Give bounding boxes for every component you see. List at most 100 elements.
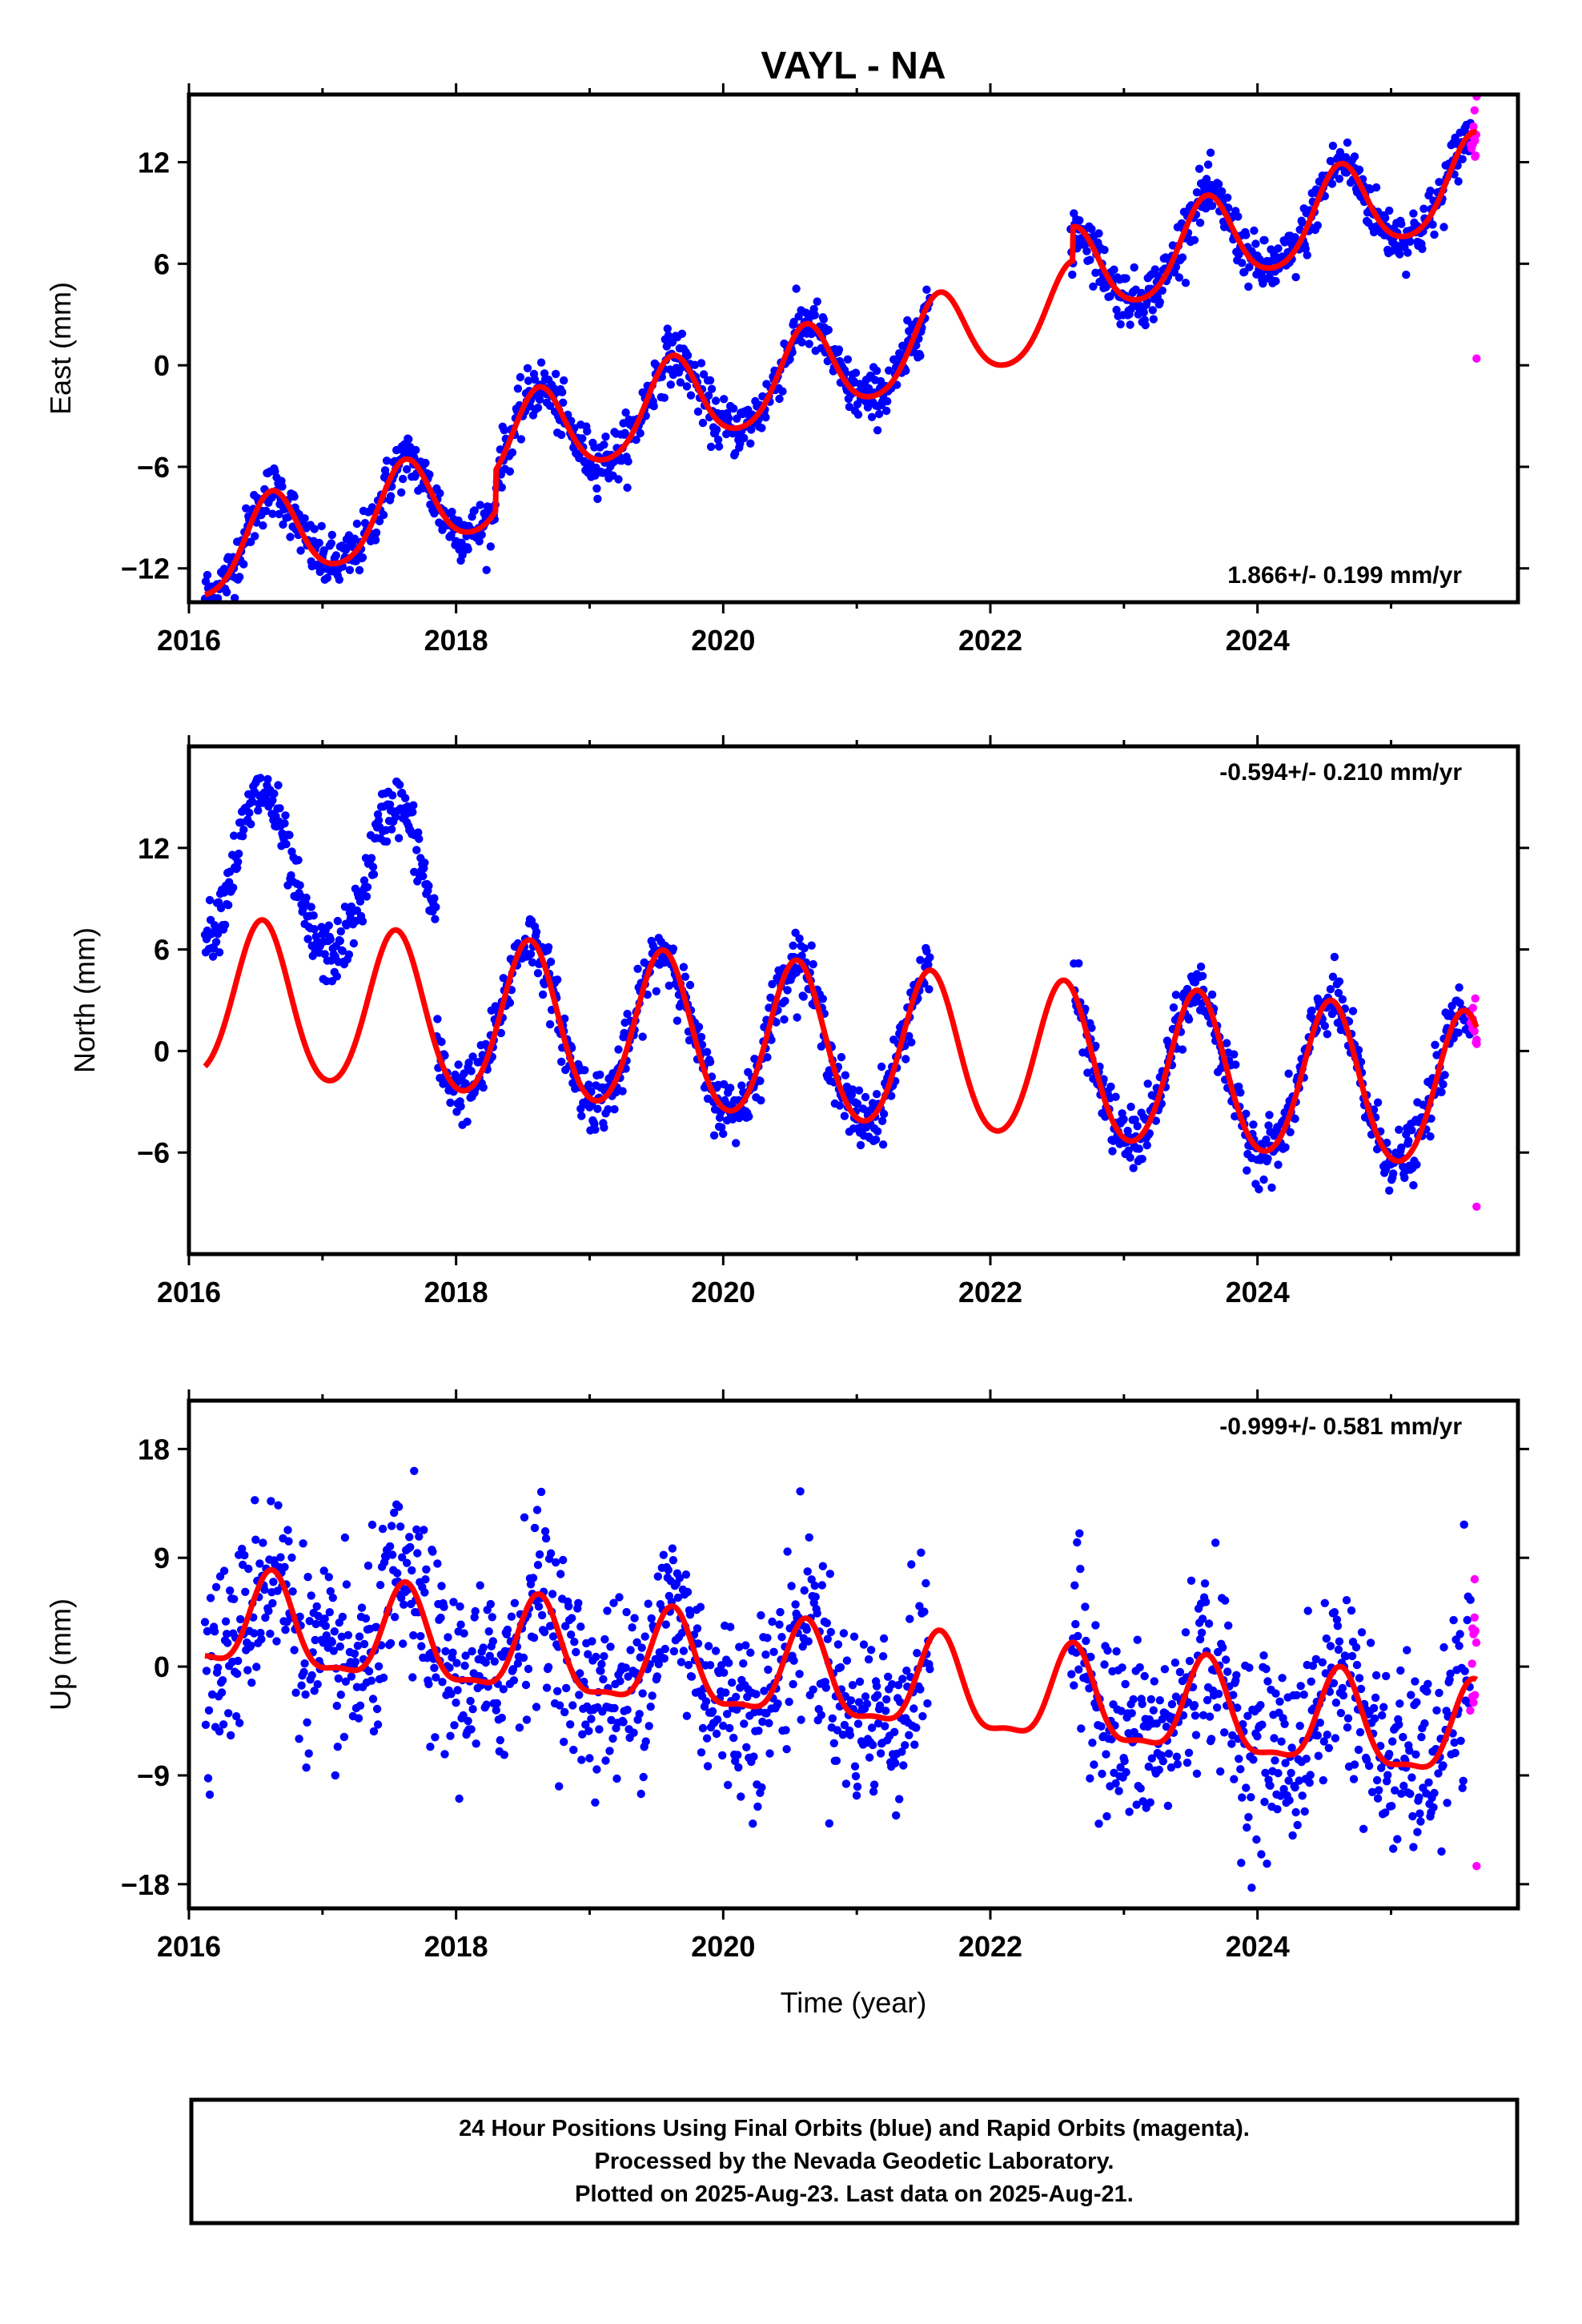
- final-orbit-point: [208, 952, 218, 961]
- final-orbit-point: [516, 435, 526, 444]
- final-orbit-point: [839, 1629, 849, 1638]
- final-orbit-point: [280, 818, 289, 828]
- final-orbit-point: [1119, 1115, 1128, 1124]
- final-orbit-point: [251, 532, 259, 541]
- final-orbit-point: [1417, 1732, 1426, 1742]
- final-orbit-point: [1347, 1651, 1357, 1661]
- final-orbit-point: [1439, 223, 1448, 231]
- final-orbit-point: [1070, 1581, 1079, 1590]
- final-orbit-point: [614, 1045, 623, 1054]
- final-orbit-point: [243, 1666, 252, 1675]
- final-orbit-point: [623, 1009, 632, 1019]
- final-orbit-point: [247, 537, 255, 546]
- final-orbit-point: [664, 331, 673, 340]
- final-orbit-point: [1412, 1698, 1421, 1707]
- final-orbit-point: [644, 1599, 652, 1608]
- final-orbit-point: [682, 382, 692, 391]
- final-orbit-point: [679, 1647, 689, 1655]
- final-orbit-point: [1371, 1693, 1380, 1703]
- east-panel: 2016 2018 2020 2022 2024 −12 −6 0 6 12 East (mm) 1.…: [44, 83, 1529, 657]
- final-orbit-point: [1263, 1860, 1271, 1868]
- final-orbit-point: [409, 801, 418, 810]
- final-orbit-point: [320, 1614, 329, 1623]
- final-orbit-point: [342, 1580, 351, 1589]
- final-orbit-point: [528, 1574, 538, 1582]
- final-orbit-point: [794, 312, 803, 321]
- final-orbit-point: [1247, 1793, 1255, 1802]
- final-orbit-point: [305, 1617, 314, 1626]
- final-orbit-point: [1108, 1147, 1117, 1156]
- final-orbit-point: [331, 1771, 339, 1780]
- final-orbit-point: [1223, 193, 1232, 202]
- final-orbit-point: [1118, 1663, 1126, 1672]
- final-orbit-point: [1258, 1720, 1267, 1729]
- final-orbit-point: [1221, 1596, 1230, 1605]
- final-orbit-point: [250, 1629, 259, 1638]
- final-orbit-point: [536, 358, 546, 367]
- final-orbit-point: [398, 1553, 407, 1562]
- final-orbit-point: [1314, 1751, 1323, 1760]
- final-orbit-point: [1349, 1775, 1359, 1783]
- final-orbit-point: [1259, 279, 1267, 288]
- velocity-rate-label: -0.594+/- 0.210 mm/yr: [1219, 759, 1462, 786]
- final-orbit-point: [338, 1612, 347, 1622]
- final-orbit-point: [895, 1795, 904, 1803]
- final-orbit-point: [235, 1719, 244, 1727]
- final-orbit-point: [1300, 1807, 1309, 1816]
- final-orbit-point: [1184, 1015, 1194, 1024]
- final-orbit-point: [314, 1611, 323, 1621]
- final-orbit-point: [687, 1672, 697, 1681]
- final-orbit-point: [1291, 1807, 1300, 1817]
- final-orbit-point: [233, 1669, 242, 1679]
- final-orbit-point: [572, 1647, 580, 1657]
- final-orbit-point: [795, 1670, 804, 1679]
- final-orbit-point: [345, 565, 355, 574]
- final-orbit-point: [283, 1618, 291, 1626]
- final-orbit-point: [490, 1657, 499, 1666]
- x-tick-label: 2022: [958, 1930, 1022, 1963]
- final-orbit-point: [291, 1688, 300, 1697]
- final-orbit-point: [841, 1779, 851, 1788]
- footer-line-2: Processed by the Nevada Geodetic Laborat…: [595, 2149, 1114, 2174]
- final-orbit-point: [1373, 1794, 1383, 1803]
- final-orbit-point: [204, 1706, 214, 1715]
- final-orbit-point: [386, 492, 396, 501]
- final-orbit-point: [843, 355, 853, 364]
- y-tick-label: −12: [121, 553, 170, 585]
- final-orbit-point: [1191, 1711, 1200, 1720]
- final-orbit-point: [1357, 1628, 1367, 1637]
- final-orbit-point: [522, 1715, 532, 1724]
- final-orbit-point: [274, 1501, 283, 1510]
- final-orbit-point: [746, 1648, 755, 1657]
- final-orbit-point: [1385, 206, 1394, 215]
- final-orbit-point: [299, 1539, 307, 1548]
- final-orbit-point: [1338, 995, 1347, 1004]
- final-orbit-point: [1171, 263, 1181, 271]
- final-orbit-point: [837, 1052, 846, 1062]
- final-orbit-point: [610, 1105, 619, 1114]
- final-orbit-point: [1090, 1760, 1098, 1769]
- final-orbit-point: [775, 1620, 784, 1629]
- final-orbit-point: [1124, 1146, 1133, 1156]
- final-orbit-point: [1262, 1664, 1271, 1674]
- final-orbit-point: [1323, 1731, 1332, 1739]
- final-orbit-point: [917, 1548, 926, 1558]
- final-orbit-point: [358, 553, 367, 562]
- final-orbit-point: [871, 1135, 881, 1144]
- final-orbit-point: [257, 1634, 266, 1644]
- final-orbit-point: [410, 1466, 419, 1476]
- final-orbit-point: [521, 1680, 531, 1690]
- final-orbit-point: [259, 1538, 267, 1547]
- final-orbit-point: [1375, 1786, 1383, 1795]
- final-orbit-point: [268, 509, 277, 518]
- final-orbit-point: [647, 1614, 656, 1623]
- final-orbit-point: [690, 360, 700, 369]
- final-orbit-point: [624, 457, 632, 466]
- final-orbit-point: [785, 1697, 793, 1707]
- final-orbit-point: [640, 1632, 649, 1641]
- final-orbit-point: [1439, 1080, 1447, 1089]
- final-orbit-point: [234, 1656, 243, 1666]
- final-orbit-point: [415, 1532, 424, 1541]
- final-orbit-point: [1163, 1801, 1173, 1811]
- final-orbit-point: [1439, 1761, 1447, 1770]
